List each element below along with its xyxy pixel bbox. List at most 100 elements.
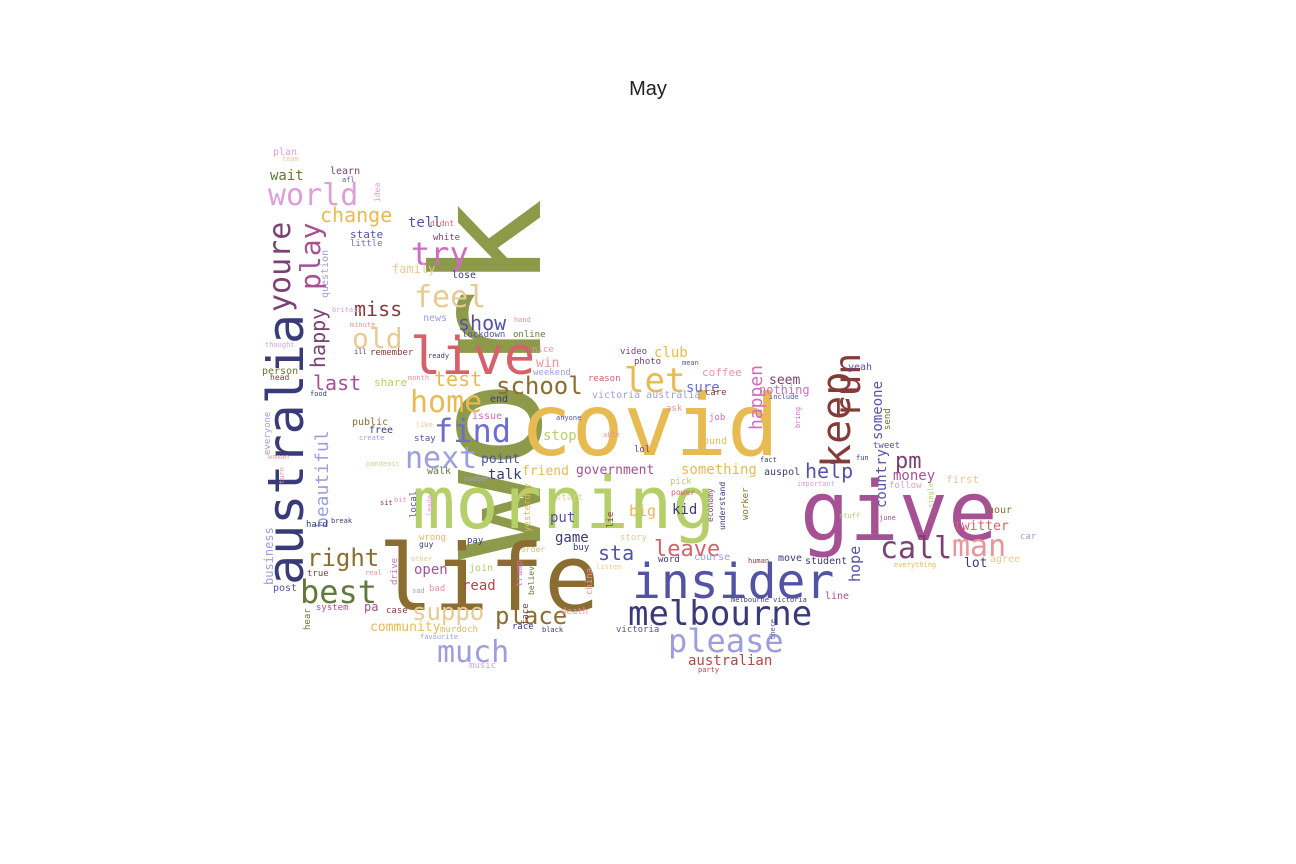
word-man: man bbox=[952, 529, 1006, 564]
word-much: much bbox=[437, 635, 509, 670]
word-club: club bbox=[654, 345, 688, 361]
word-follow: follow bbox=[889, 481, 922, 491]
word-start: start bbox=[556, 493, 583, 503]
word-leader: leader bbox=[426, 491, 434, 516]
word-britain: britain bbox=[332, 306, 362, 314]
word-idea: idea bbox=[373, 183, 382, 202]
word-worker: worker bbox=[741, 487, 751, 520]
word-happen: happen bbox=[746, 365, 767, 430]
word-trump: trump bbox=[515, 560, 525, 587]
word-fact: fact bbox=[760, 456, 777, 464]
word-guy: guy bbox=[419, 540, 434, 549]
word-place: place bbox=[495, 602, 567, 630]
word-free: free bbox=[369, 425, 393, 436]
word-june: june bbox=[879, 514, 896, 522]
word-best: best bbox=[300, 573, 377, 611]
word-melbourne-victoria: melbourne victoria bbox=[731, 596, 807, 604]
word-play: play bbox=[294, 223, 327, 290]
word-help: help bbox=[805, 459, 853, 483]
word-team: team bbox=[282, 155, 299, 163]
word-agree: agree bbox=[990, 554, 1020, 565]
word-listen: listen bbox=[596, 563, 621, 571]
chart-title: May bbox=[629, 78, 667, 100]
word-turn: turn bbox=[278, 467, 286, 484]
word-online: online bbox=[513, 330, 546, 340]
word-case: case bbox=[386, 606, 408, 616]
word-hour: hour bbox=[988, 505, 1012, 516]
word-fun: fun bbox=[856, 454, 869, 462]
word-family: family bbox=[392, 262, 435, 276]
word-nice: nice bbox=[532, 345, 554, 355]
word-include: include bbox=[769, 393, 799, 401]
word-share: share bbox=[374, 376, 407, 389]
word-next: next bbox=[405, 441, 477, 476]
word-win: win bbox=[536, 356, 559, 371]
word-australia: australia bbox=[257, 314, 315, 585]
word-something: something bbox=[681, 462, 757, 478]
word-lockdown: lockdown bbox=[462, 330, 505, 340]
word-local: local bbox=[409, 491, 419, 518]
word-woman: woman bbox=[268, 453, 289, 461]
word-like: like bbox=[416, 421, 433, 429]
word-right: right bbox=[307, 544, 379, 572]
word-yesterday: yesterday bbox=[523, 483, 533, 532]
word-reason: reason bbox=[588, 374, 621, 384]
word-break: break bbox=[331, 517, 353, 525]
word-weekend: weekend bbox=[533, 368, 571, 378]
word-line: line bbox=[825, 591, 849, 602]
word-pm: pm bbox=[895, 449, 922, 474]
word-auspol: auspol bbox=[764, 467, 800, 478]
word-course: course bbox=[694, 552, 730, 563]
word-lose: lose bbox=[452, 270, 476, 281]
word-please: please bbox=[668, 622, 784, 660]
word-first: first bbox=[946, 473, 979, 486]
word-music: music bbox=[469, 661, 496, 671]
word-believe: believe bbox=[527, 561, 536, 595]
word-system: system bbox=[316, 603, 349, 613]
word-big: big bbox=[629, 502, 656, 520]
word-person: person bbox=[262, 366, 298, 377]
word-thought: thought bbox=[265, 341, 295, 349]
word-pandemic: pandemic bbox=[366, 460, 400, 468]
word-pay: pay bbox=[467, 536, 484, 546]
word-let: let bbox=[624, 361, 685, 401]
word-head: head bbox=[270, 373, 289, 382]
word-live: live bbox=[410, 327, 535, 387]
word-victoria-australia: victoria australia bbox=[592, 390, 700, 401]
word-pick: pick bbox=[670, 477, 692, 487]
word-read: read bbox=[462, 578, 496, 594]
word-find: find bbox=[434, 412, 511, 450]
word-plan: plan bbox=[273, 147, 297, 158]
word-video: video bbox=[620, 347, 647, 357]
word-true: true bbox=[307, 569, 329, 579]
word-order: order bbox=[521, 545, 545, 554]
word-put: put bbox=[550, 510, 575, 526]
word-end: end bbox=[490, 394, 508, 405]
word-show: show bbox=[458, 311, 507, 335]
word-post: post bbox=[273, 583, 297, 594]
word-sit: sit bbox=[380, 499, 393, 507]
word-world: world bbox=[268, 178, 358, 213]
word-pa: pa bbox=[364, 600, 378, 614]
word-last: last bbox=[313, 371, 361, 395]
word-tell: tell bbox=[408, 215, 442, 231]
word-victoria: victoria bbox=[616, 625, 659, 635]
word-news: news bbox=[423, 313, 447, 324]
word-open: open bbox=[414, 562, 448, 578]
word-job: job bbox=[709, 413, 725, 423]
word-stay: stay bbox=[414, 434, 436, 444]
word-death: death bbox=[561, 607, 588, 617]
word-learn: learn bbox=[330, 166, 360, 177]
word-afl: afl bbox=[342, 176, 355, 184]
word-state: state bbox=[350, 228, 383, 241]
word-black: black bbox=[542, 626, 564, 634]
word-leave: leave bbox=[654, 537, 720, 562]
word-someone: someone bbox=[870, 381, 886, 440]
word-remember: remember bbox=[370, 348, 414, 358]
word-suppo: suppo bbox=[412, 598, 484, 626]
word-friend: friend bbox=[522, 464, 569, 479]
word-hope: hope bbox=[846, 546, 864, 582]
word-point: point bbox=[481, 452, 520, 467]
word-sure: sure bbox=[686, 380, 720, 396]
